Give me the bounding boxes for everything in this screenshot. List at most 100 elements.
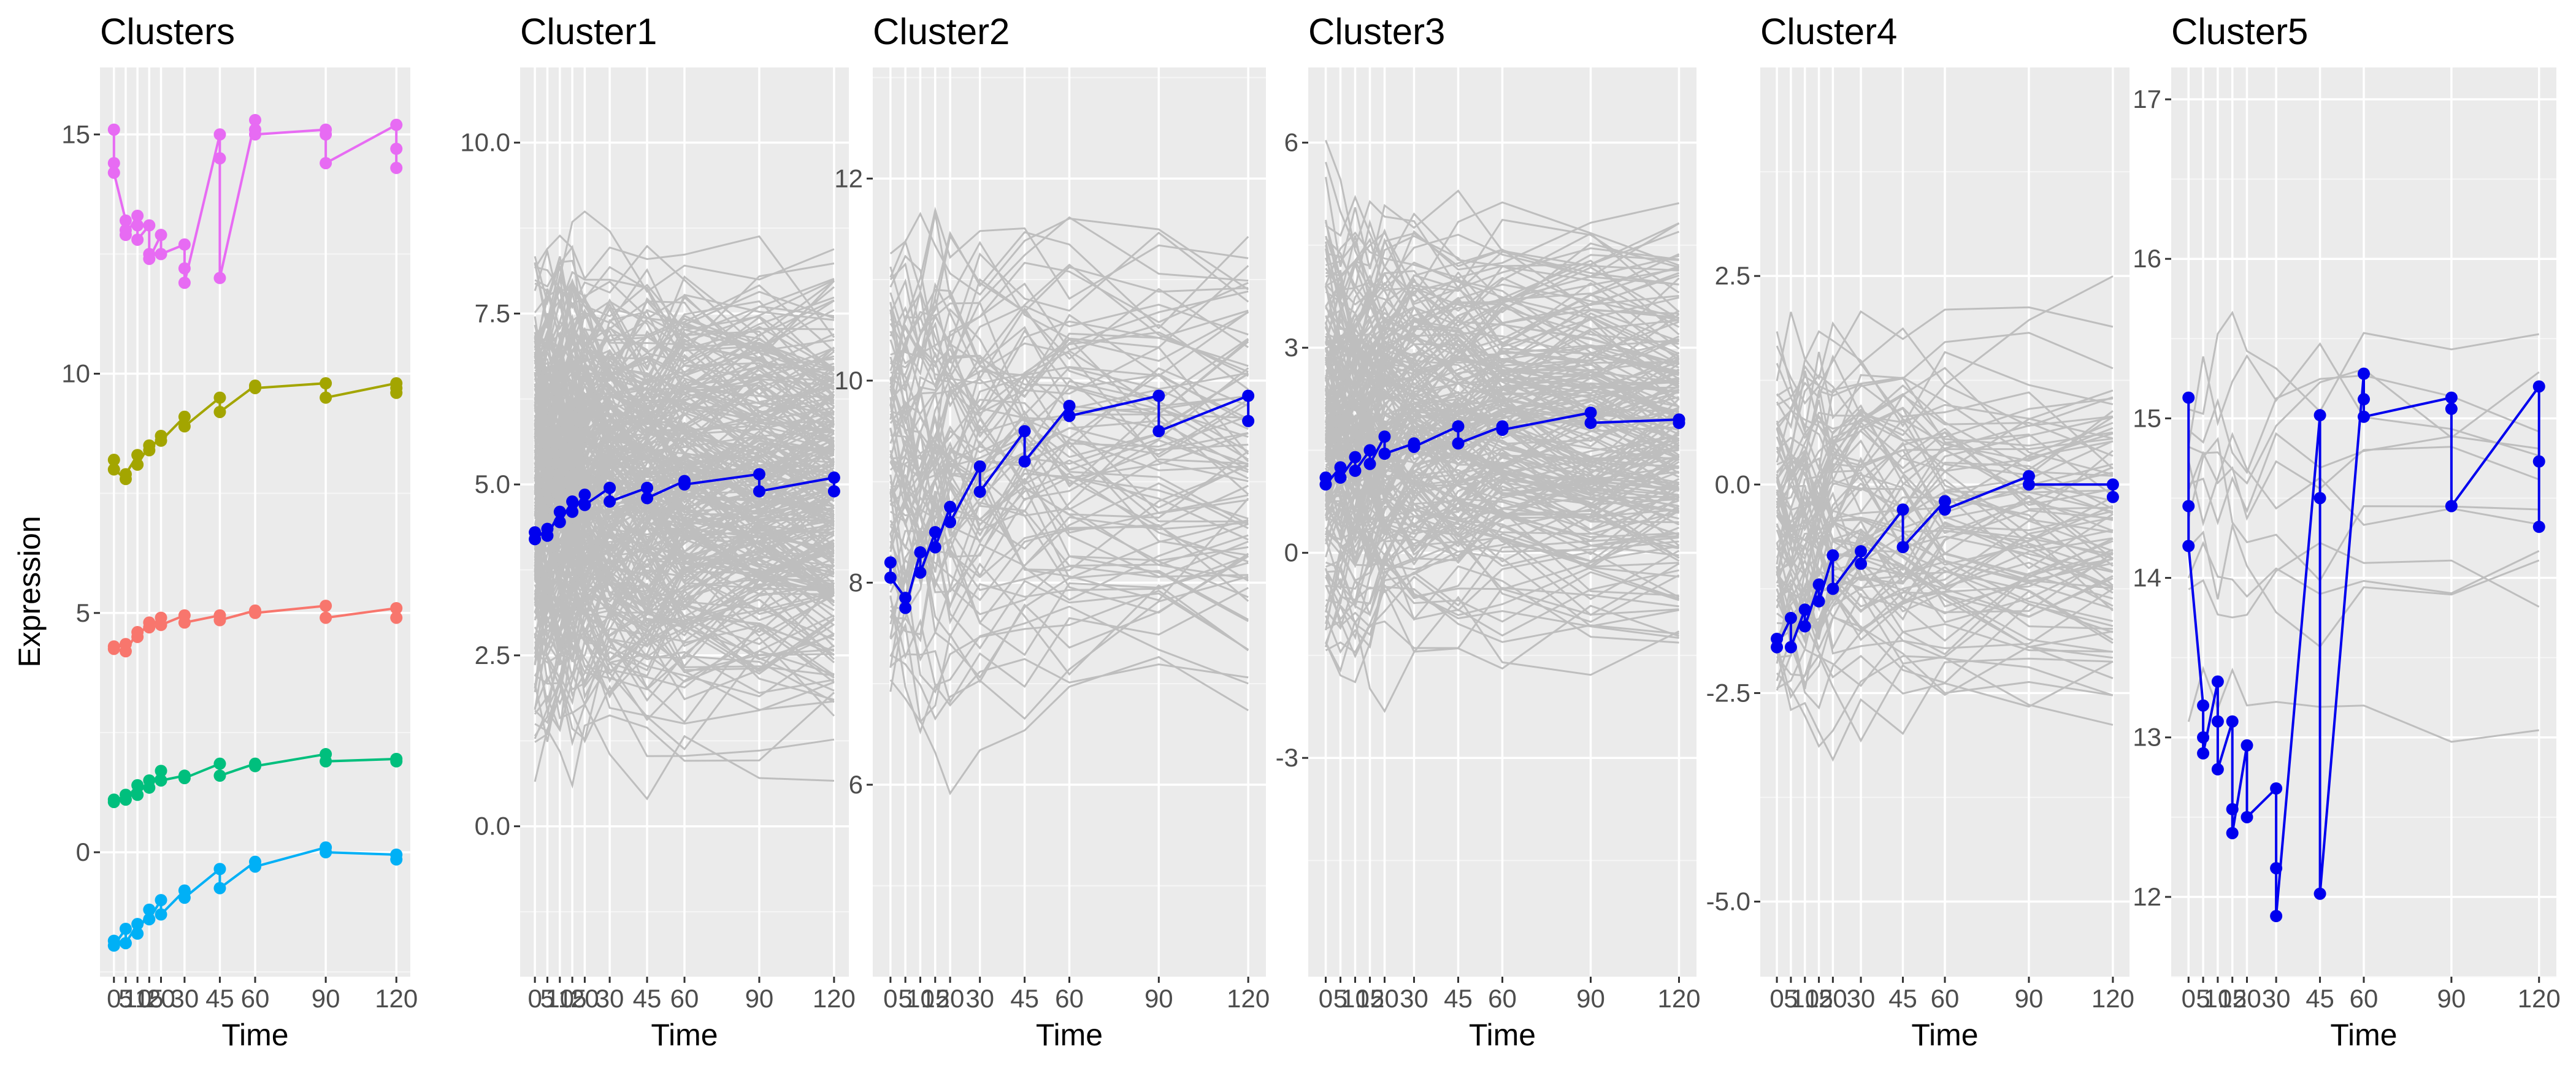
gene-profile-line bbox=[890, 380, 1249, 483]
x-tick-label: 5 bbox=[1784, 984, 1798, 1013]
data-point bbox=[119, 937, 132, 950]
x-tick-label: 15 bbox=[1355, 984, 1384, 1013]
data-point bbox=[1152, 425, 1165, 438]
x-tick-label: 120 bbox=[2518, 984, 2561, 1013]
gene-profile-line bbox=[889, 622, 1249, 796]
data-point bbox=[143, 913, 156, 926]
data-point bbox=[604, 495, 616, 508]
gene-profile-line bbox=[1325, 212, 1680, 291]
gene-profile-line bbox=[1325, 312, 1680, 405]
data-point bbox=[1063, 410, 1076, 422]
gene-profile-line bbox=[534, 327, 835, 429]
data-point bbox=[2226, 826, 2239, 839]
gene-profile-line bbox=[1776, 403, 2114, 481]
data-point bbox=[1152, 389, 1165, 402]
series-0 bbox=[107, 113, 403, 289]
data-point bbox=[155, 229, 167, 242]
gene-profile-line bbox=[2187, 446, 2540, 521]
data-point bbox=[1584, 406, 1597, 419]
gene-profile-line bbox=[1776, 535, 2114, 645]
data-point bbox=[390, 142, 403, 155]
data-point bbox=[1855, 557, 1868, 570]
gene-profile-line bbox=[1776, 410, 2114, 565]
x-tick-label: 5 bbox=[898, 984, 912, 1013]
x-tick-label: 60 bbox=[1488, 984, 1517, 1013]
gene-profile-line bbox=[1776, 543, 2114, 613]
data-point bbox=[143, 444, 156, 457]
gene-profile-line bbox=[1776, 623, 2113, 687]
y-tick-label: 12 bbox=[2133, 882, 2161, 911]
gene-profile-line bbox=[1325, 471, 1680, 568]
data-point bbox=[390, 601, 403, 614]
x-tick-label: 20 bbox=[936, 984, 965, 1013]
gene-profile-line bbox=[889, 282, 1249, 447]
y-tick-label: -2.5 bbox=[1706, 678, 1750, 707]
data-point bbox=[155, 765, 167, 777]
y-tick-label: 2.5 bbox=[475, 641, 510, 670]
x-tick-label: 20 bbox=[1370, 984, 1399, 1013]
x-tick-label: 10 bbox=[1341, 984, 1370, 1013]
data-point bbox=[2211, 675, 2224, 688]
data-point bbox=[107, 166, 120, 179]
gene-profile-line bbox=[1776, 482, 2114, 569]
gene-profile-line bbox=[889, 346, 1249, 464]
data-point bbox=[2106, 478, 2119, 491]
data-point bbox=[899, 592, 912, 605]
panel-title: Clusters bbox=[100, 11, 235, 52]
data-point bbox=[320, 128, 332, 141]
x-tick-label: 10 bbox=[906, 984, 935, 1013]
data-point bbox=[2313, 887, 2326, 900]
gene-profiles bbox=[2187, 310, 2540, 743]
data-point bbox=[541, 529, 554, 542]
y-tick-label: 16 bbox=[2133, 244, 2161, 273]
data-point bbox=[2532, 380, 2545, 393]
data-point bbox=[320, 755, 332, 768]
data-point bbox=[1939, 503, 1951, 516]
data-point bbox=[119, 793, 132, 806]
gene-profile-line bbox=[534, 560, 835, 693]
data-point bbox=[1452, 420, 1465, 433]
data-point bbox=[827, 485, 840, 498]
data-point bbox=[143, 621, 156, 634]
data-point bbox=[320, 157, 332, 170]
gene-profile-line bbox=[2187, 437, 2539, 582]
data-point bbox=[2445, 500, 2458, 513]
gene-profile-line bbox=[534, 256, 835, 402]
gene-profile-line bbox=[1776, 370, 2114, 476]
data-point bbox=[155, 248, 167, 261]
data-point bbox=[178, 277, 191, 289]
gene-profile-line bbox=[1325, 496, 1680, 559]
x-tick-label: 0 bbox=[883, 984, 897, 1013]
x-tick-label: 0 bbox=[1319, 984, 1333, 1013]
data-point bbox=[155, 434, 167, 447]
gene-profile-line bbox=[534, 275, 835, 372]
data-point bbox=[119, 229, 132, 242]
gene-profile-line bbox=[1325, 569, 1679, 684]
y-tick-label: 10 bbox=[61, 359, 90, 388]
gene-profile-line bbox=[534, 323, 834, 420]
series-2 bbox=[107, 600, 403, 658]
series-0 bbox=[529, 468, 840, 546]
data-point bbox=[944, 516, 957, 528]
gene-profile-line bbox=[534, 496, 834, 657]
y-tick-label: -5.0 bbox=[1706, 887, 1750, 916]
gene-profile-line bbox=[534, 378, 835, 489]
data-point bbox=[390, 118, 403, 131]
gene-profile-line bbox=[889, 414, 1249, 520]
x-tick-label: 45 bbox=[205, 984, 234, 1013]
gene-profile-line bbox=[1325, 470, 1679, 561]
gene-profile-line bbox=[1325, 527, 1680, 616]
gene-profile-line bbox=[534, 276, 835, 400]
y-tick-label: 0.0 bbox=[1715, 470, 1750, 498]
data-point bbox=[249, 760, 261, 773]
gene-profile-line bbox=[1325, 297, 1680, 389]
data-point bbox=[178, 262, 191, 275]
data-point bbox=[107, 454, 120, 467]
data-point bbox=[249, 381, 261, 394]
x-tick-label: 30 bbox=[171, 984, 199, 1013]
data-point bbox=[2445, 402, 2458, 415]
data-point bbox=[2313, 409, 2326, 422]
data-point bbox=[1349, 464, 1362, 477]
x-tick-label: 30 bbox=[965, 984, 994, 1013]
x-tick-label: 30 bbox=[596, 984, 624, 1013]
